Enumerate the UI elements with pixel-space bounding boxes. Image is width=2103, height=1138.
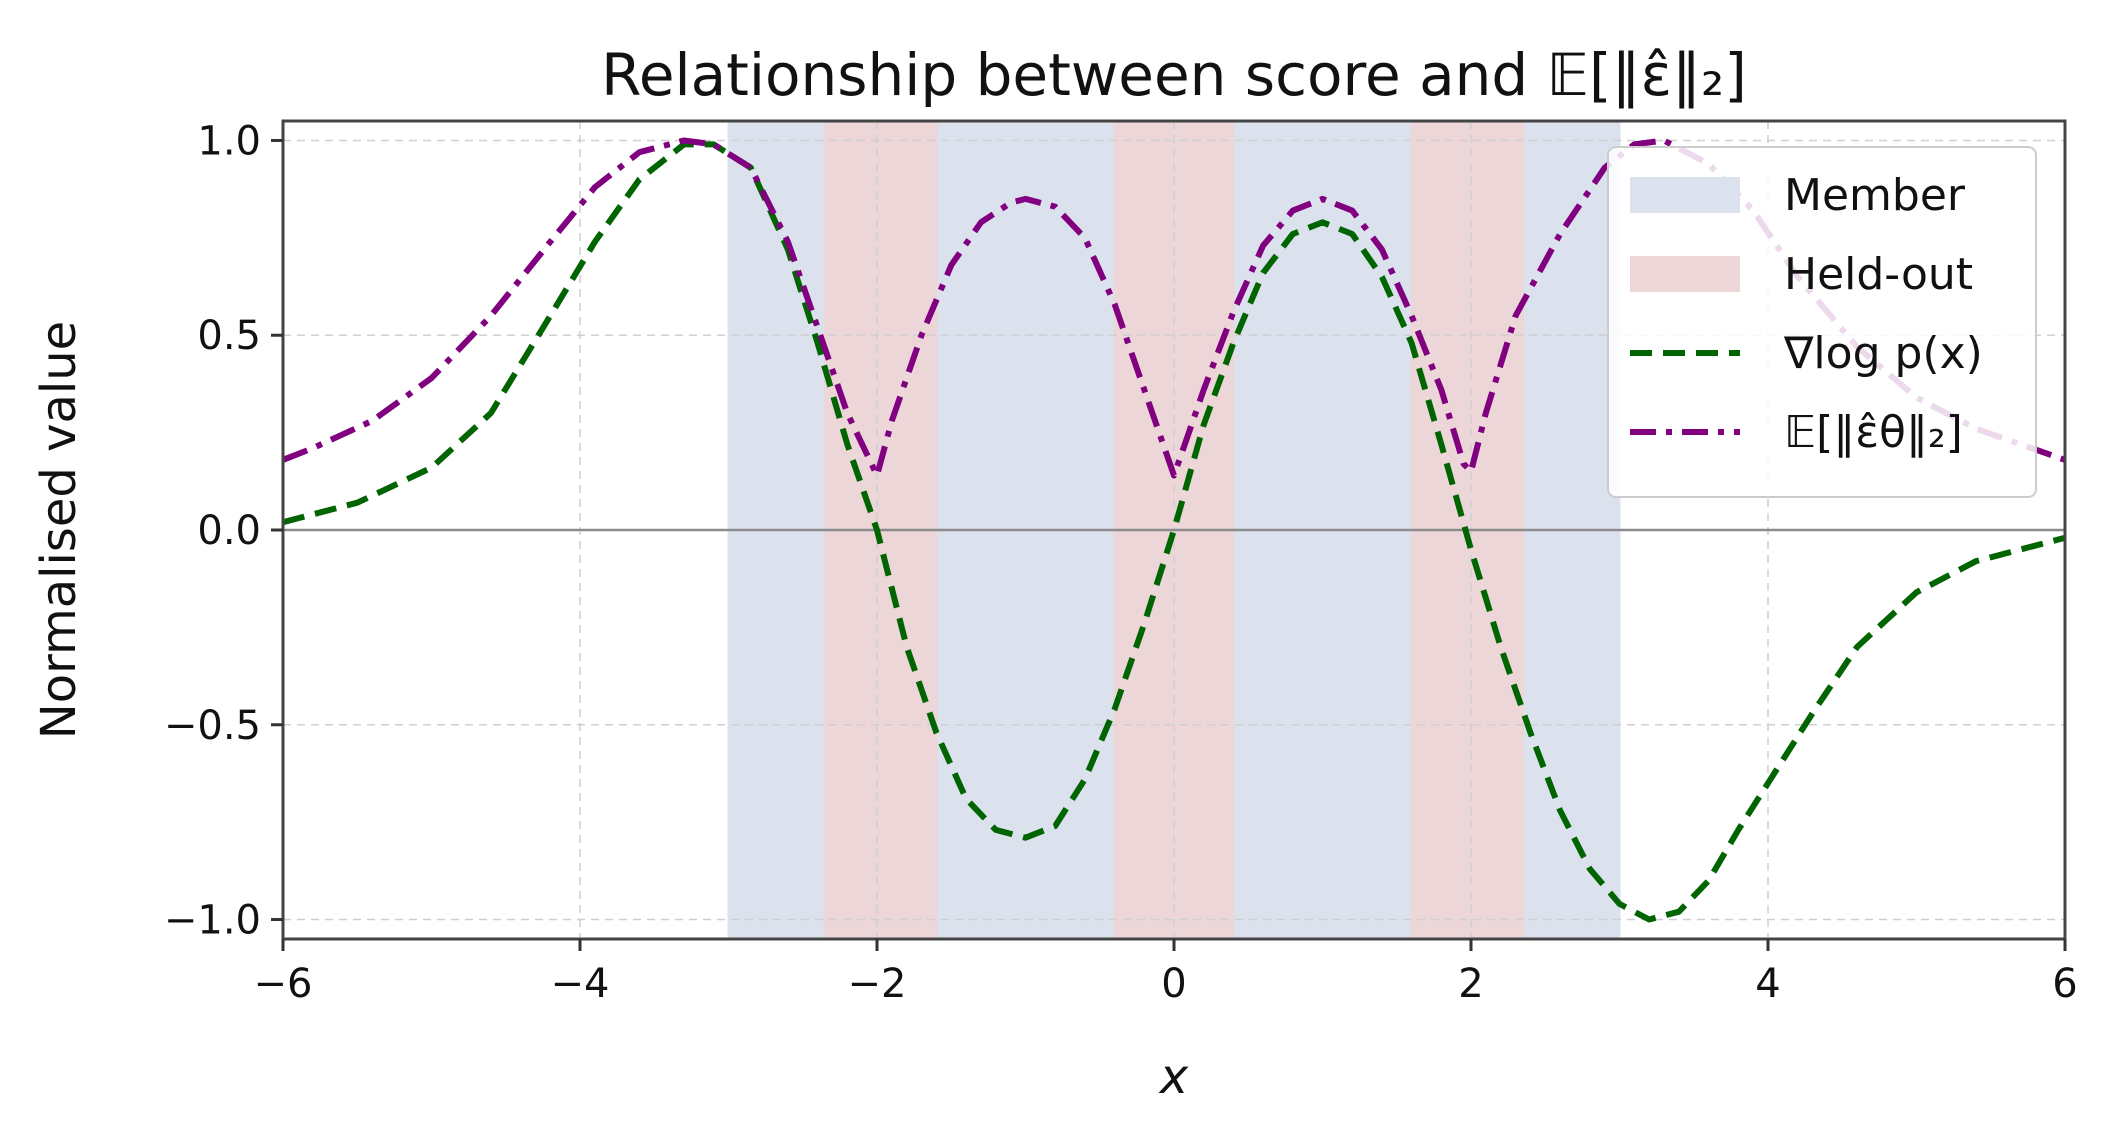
series-line-error-norm: [283, 137, 2065, 479]
x-tick-label: 6: [2052, 961, 2077, 1007]
chart-title: Relationship between score and 𝔼[‖ε̂‖₂]: [601, 41, 1747, 109]
x-axis-title: x: [1158, 1049, 1189, 1105]
y-tick-label: 0.0: [197, 508, 261, 554]
y-axis-title: Normalised value: [31, 321, 87, 739]
series-line-score: [283, 141, 2065, 923]
x-tick-label: −4: [551, 961, 610, 1007]
legend: Member Held-out ∇log p(x) 𝔼[‖ε̂θ‖₂]: [1607, 146, 2037, 498]
x-tick-label: 4: [1755, 961, 1780, 1007]
x-tick-label: −6: [254, 961, 313, 1007]
x-tick-label: 0: [1161, 961, 1186, 1007]
y-tick-label: −0.5: [164, 703, 261, 749]
legend-swatch: [1630, 177, 1740, 213]
y-tick-label: 0.5: [197, 313, 261, 359]
legend-label: 𝔼[‖ε̂θ‖₂]: [1784, 407, 1963, 458]
legend-swatch: [1630, 256, 1740, 292]
legend-label: Held-out: [1784, 249, 1973, 300]
x-tick-label: 2: [1458, 961, 1483, 1007]
legend-label: ∇log p(x): [1783, 328, 1983, 379]
y-tick-label: −1.0: [164, 898, 261, 944]
legend-label: Member: [1784, 170, 1966, 221]
legend-box: [1607, 146, 2037, 498]
x-tick-label: −2: [848, 961, 907, 1007]
y-tick-label: 1.0: [197, 118, 261, 164]
